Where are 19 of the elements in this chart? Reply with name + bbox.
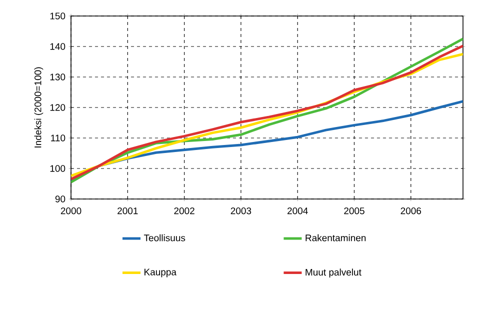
y-tick-label: 90 xyxy=(55,196,66,202)
x-tick-label: 2005 xyxy=(344,207,364,214)
x-tick-label: 2006 xyxy=(400,207,422,214)
legend-label: Muut palvelut xyxy=(306,268,362,278)
x-tick-label: 2003 xyxy=(230,207,252,214)
y-tick-label: 150 xyxy=(50,12,66,20)
legend-label: Kauppa xyxy=(144,268,176,278)
x-tick-label: 2004 xyxy=(287,207,308,214)
y-tick-label: 120 xyxy=(50,104,66,111)
y-axis-title: Indeksi (2000=100) xyxy=(34,67,44,148)
y-tick-label: 110 xyxy=(51,134,66,142)
y-tick-label: 130 xyxy=(50,74,66,80)
legend-label: Rakentaminen xyxy=(306,234,366,242)
y-tick-label: 140 xyxy=(50,43,66,50)
x-tick-label: 2001 xyxy=(118,207,138,214)
x-tick-label: 2000 xyxy=(60,207,82,214)
x-tick-label: 2002 xyxy=(174,207,194,214)
legend-label: Teollisuus xyxy=(144,234,186,242)
y-tick-label: 100 xyxy=(50,165,66,172)
